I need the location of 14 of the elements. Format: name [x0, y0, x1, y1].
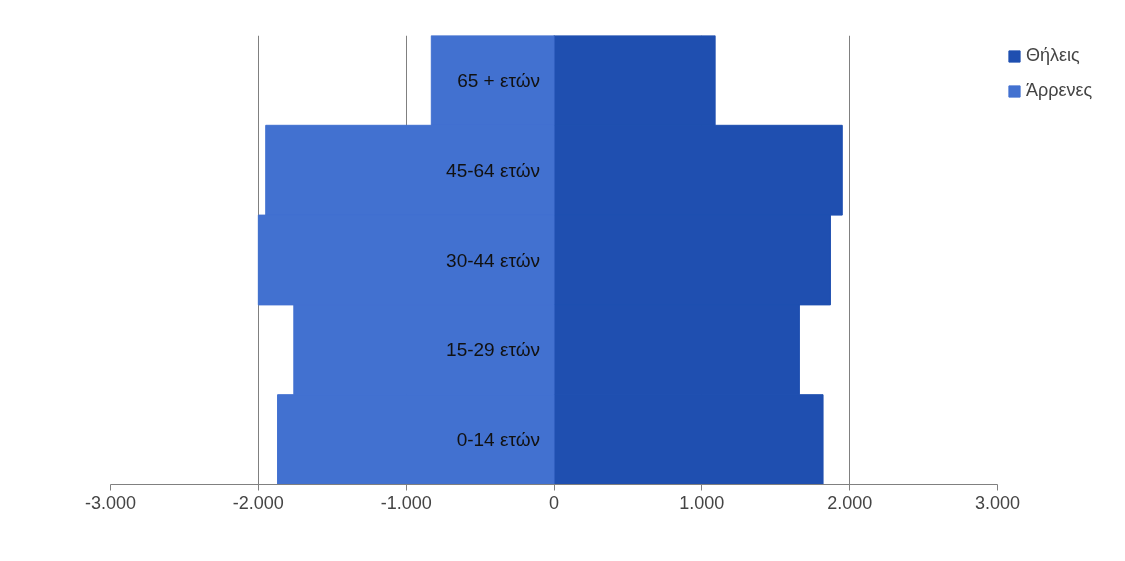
y-tick-label: 65 + ετών: [457, 69, 540, 91]
y-tick-label: 15-29 ετών: [446, 339, 541, 361]
legend-label: Θήλεις: [1026, 45, 1080, 66]
x-tick-label: -3.000: [84, 492, 137, 513]
y-tick-label: 30-44 ετών: [446, 249, 541, 271]
x-tick-label: 3.000: [974, 492, 1021, 513]
x-tick-label: 1.000: [679, 492, 725, 513]
legend-label: Άρρενες: [1026, 80, 1093, 101]
x-tick-label: 0: [548, 492, 560, 513]
x-tick-label: -1.000: [380, 492, 432, 513]
x-tick-label: 2.000: [827, 492, 873, 513]
y-tick-label: 45-64 ετών: [446, 159, 541, 181]
x-tick-label: -2.000: [232, 492, 284, 513]
y-tick-label: 0-14 ετών: [456, 429, 541, 451]
